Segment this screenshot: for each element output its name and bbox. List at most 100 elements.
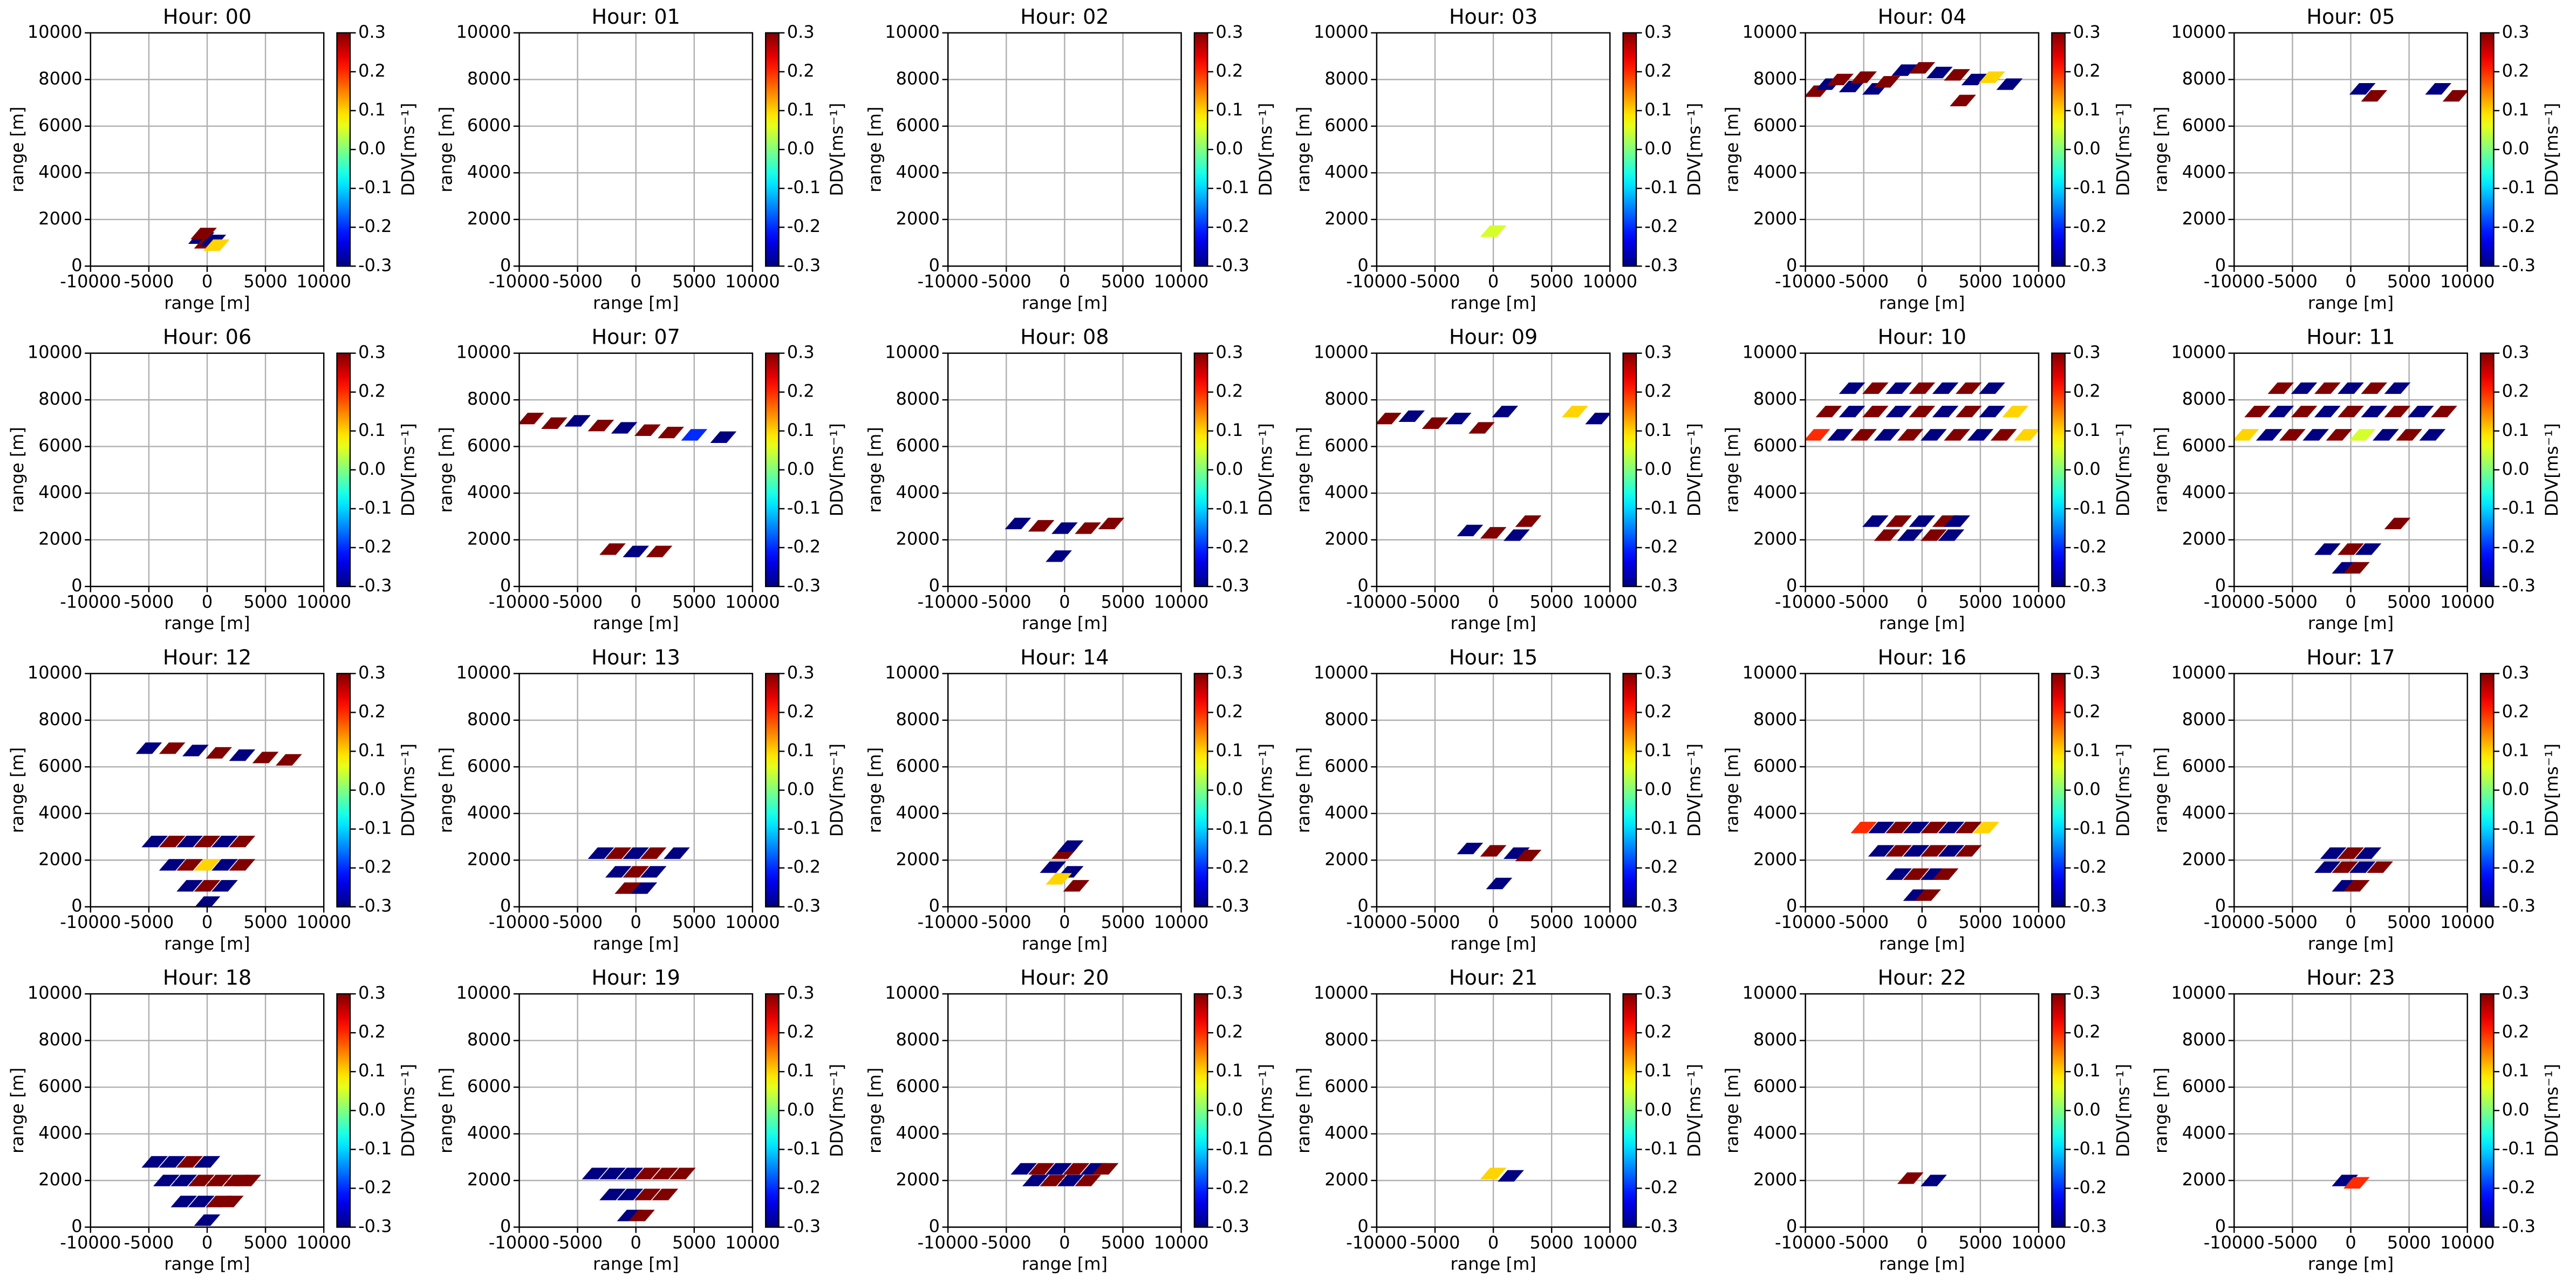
velocity-patch bbox=[1909, 515, 1936, 527]
velocity-patch bbox=[599, 1189, 626, 1200]
velocity-patch bbox=[153, 1175, 180, 1186]
velocity-patch bbox=[2314, 406, 2341, 418]
x-tick-label: 0 bbox=[1059, 1232, 1070, 1253]
colorbar-label: DDV[ms⁻¹] bbox=[398, 743, 419, 837]
subplot-title: Hour: 22 bbox=[1878, 966, 1966, 989]
velocity-patch bbox=[2326, 429, 2353, 441]
x-tick-label: 10000 bbox=[1154, 912, 1209, 932]
y-tick-label: 0 bbox=[1357, 896, 1368, 916]
x-axis-label: range [m] bbox=[593, 292, 679, 313]
colorbar-tick-label: 0.2 bbox=[358, 701, 386, 721]
colorbar-label: DDV[ms⁻¹] bbox=[1255, 1064, 1276, 1157]
velocity-patch bbox=[1010, 1163, 1037, 1175]
velocity-patch bbox=[159, 742, 186, 754]
y-tick-label: 0 bbox=[929, 1216, 940, 1236]
velocity-patch bbox=[1480, 225, 1507, 237]
x-tick-label: 10000 bbox=[2440, 1232, 2495, 1253]
y-tick-label: 4000 bbox=[38, 482, 82, 502]
subplot-title: Hour: 15 bbox=[1449, 645, 1538, 669]
colorbar-tick-label: -0.2 bbox=[1216, 1177, 1249, 1197]
colorbar-tick-label: 0.3 bbox=[787, 982, 815, 1003]
colorbar-tick-label: -0.3 bbox=[2073, 1216, 2107, 1236]
subplot: Hour: 13 -10000 -5000 0 5000 10000 0 2000 4000 60… bbox=[436, 645, 848, 953]
velocity-patch bbox=[1915, 889, 1941, 901]
colorbar-tick-label: 0.0 bbox=[358, 779, 386, 800]
velocity-patch bbox=[217, 1196, 244, 1207]
colorbar-tick-label: -0.2 bbox=[2502, 1177, 2536, 1197]
y-tick-label: 2000 bbox=[38, 849, 82, 869]
colorbar-tick-label: 0.1 bbox=[2073, 420, 2101, 440]
axes-frame bbox=[947, 993, 1182, 1228]
y-tick-label: 0 bbox=[1786, 575, 1797, 596]
y-tick-label: 8000 bbox=[1324, 1029, 1368, 1050]
velocity-patch bbox=[1932, 382, 1959, 394]
subplot-title: Hour: 20 bbox=[1020, 966, 1109, 989]
colorbar-tick-label: -0.1 bbox=[1644, 1138, 1678, 1158]
x-axis-label: range [m] bbox=[1879, 292, 1965, 313]
subplot: Hour: 11 -10000 -5000 0 5000 10000 0 2000 4000 60… bbox=[2150, 325, 2562, 633]
y-tick-label: 2000 bbox=[38, 1169, 82, 1190]
colorbar bbox=[336, 352, 351, 588]
velocity-patch bbox=[211, 859, 238, 871]
colorbar-tick-label: -0.1 bbox=[1644, 497, 1678, 518]
x-tick-label: 10000 bbox=[2011, 271, 2066, 292]
colorbar-label: DDV[ms⁻¹] bbox=[1684, 423, 1705, 516]
x-tick-label: 10000 bbox=[1582, 591, 1637, 612]
velocity-patch bbox=[1921, 529, 1947, 541]
x-tick-label: 10000 bbox=[2440, 912, 2495, 932]
x-axis-label: range [m] bbox=[593, 613, 679, 633]
velocity-patch bbox=[605, 866, 632, 878]
colorbar bbox=[765, 32, 780, 267]
y-tick-label: 4000 bbox=[467, 802, 511, 823]
plot-area bbox=[1376, 406, 1610, 541]
velocity-patch bbox=[1885, 845, 1912, 857]
velocity-patch bbox=[2343, 562, 2370, 574]
velocity-patch bbox=[1903, 822, 1930, 834]
colorbar-tick-label: 0.2 bbox=[358, 1021, 386, 1042]
x-tick-label: 5000 bbox=[1101, 912, 1145, 932]
y-tick-label: 2000 bbox=[1324, 529, 1368, 549]
velocity-patch bbox=[681, 429, 708, 441]
velocity-patch bbox=[194, 1156, 221, 1168]
subplot-title: Hour: 04 bbox=[1878, 5, 1966, 29]
subplot-title: Hour: 18 bbox=[163, 966, 251, 989]
colorbar-tick-label: -0.1 bbox=[2502, 497, 2536, 518]
velocity-patch bbox=[1051, 522, 1078, 534]
colorbar-tick-label: 0.1 bbox=[2073, 99, 2101, 120]
velocity-patch bbox=[614, 882, 641, 894]
y-tick-label: 8000 bbox=[896, 709, 940, 729]
velocity-patch bbox=[1903, 845, 1930, 857]
y-tick-label: 6000 bbox=[467, 1076, 511, 1096]
axes-frame bbox=[90, 352, 325, 588]
subplot-title: Hour: 16 bbox=[1878, 645, 1966, 669]
colorbar-label: DDV[ms⁻¹] bbox=[2113, 423, 2133, 516]
colorbar-tick-label: 0.3 bbox=[358, 982, 386, 1003]
subplot-title: Hour: 11 bbox=[2306, 325, 2395, 349]
y-axis-label: range [m] bbox=[7, 427, 28, 513]
subplot-title: Hour: 02 bbox=[1020, 5, 1109, 29]
colorbar-tick-label: -0.3 bbox=[2073, 255, 2107, 275]
colorbar-tick-label: -0.1 bbox=[1216, 818, 1249, 838]
velocity-patch bbox=[1955, 382, 1982, 394]
plot-area bbox=[141, 1156, 262, 1226]
y-tick-label: 6000 bbox=[896, 755, 940, 776]
velocity-patch bbox=[1827, 73, 1854, 86]
y-tick-label: 0 bbox=[71, 1216, 82, 1236]
plot-area bbox=[1010, 1163, 1119, 1186]
velocity-patch bbox=[640, 847, 667, 859]
y-tick-label: 4000 bbox=[38, 1123, 82, 1143]
colorbar bbox=[765, 352, 780, 588]
x-axis-label: range [m] bbox=[2308, 1254, 2394, 1274]
axes-frame bbox=[518, 32, 754, 267]
x-tick-label: 0 bbox=[1488, 1232, 1499, 1253]
colorbar-tick-label: 0.3 bbox=[1216, 22, 1243, 42]
velocity-patch bbox=[2320, 847, 2347, 859]
y-axis-label: range [m] bbox=[7, 747, 28, 833]
y-tick-label: 0 bbox=[1786, 896, 1797, 916]
y-tick-label: 0 bbox=[1786, 255, 1797, 275]
velocity-patch bbox=[1938, 845, 1965, 857]
y-tick-label: 2000 bbox=[38, 208, 82, 229]
velocity-patch bbox=[1480, 845, 1507, 857]
y-tick-label: 2000 bbox=[2182, 849, 2226, 869]
x-tick-label: 0 bbox=[1059, 591, 1070, 612]
